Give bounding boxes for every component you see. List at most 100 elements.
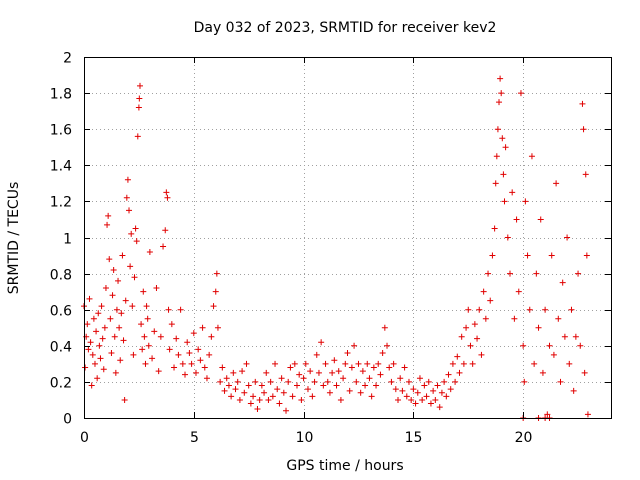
- data-point: [419, 396, 426, 403]
- data-point: [124, 176, 131, 183]
- ticks-layer: 0 5 10 15 20 0 0.2 0.4 0.6 0.8 1 1.2 1.4 1.6 1.8 2: [50, 51, 611, 446]
- data-point: [478, 351, 485, 358]
- data-point: [289, 393, 296, 400]
- data-point: [555, 315, 562, 322]
- data-point: [145, 342, 152, 349]
- data-point: [353, 378, 360, 385]
- data-point: [515, 288, 522, 295]
- data-point: [506, 270, 513, 277]
- data-point: [399, 387, 406, 394]
- data-point: [452, 378, 459, 385]
- data-point: [223, 375, 230, 382]
- data-point: [243, 360, 250, 367]
- data-point: [131, 274, 138, 281]
- data-point: [109, 292, 116, 299]
- data-point: [261, 389, 268, 396]
- data-point: [285, 378, 292, 385]
- data-point: [582, 171, 589, 178]
- x-tick-label: 5: [190, 430, 199, 446]
- data-point: [162, 227, 169, 234]
- data-point: [184, 339, 191, 346]
- data-point: [520, 342, 527, 349]
- data-point: [324, 378, 331, 385]
- data-point: [256, 396, 263, 403]
- data-point: [526, 306, 533, 313]
- data-point: [434, 382, 441, 389]
- data-point: [535, 324, 542, 331]
- data-point: [82, 364, 89, 371]
- data-point: [143, 303, 150, 310]
- data-point: [471, 321, 478, 328]
- data-point: [139, 346, 146, 353]
- data-point: [392, 386, 399, 393]
- data-point: [469, 360, 476, 367]
- data-point: [501, 198, 508, 205]
- data-point: [107, 315, 114, 322]
- data-point: [480, 288, 487, 295]
- data-point: [258, 382, 265, 389]
- data-point: [346, 387, 353, 394]
- data-point: [87, 339, 94, 346]
- data-point: [522, 198, 529, 205]
- data-point: [430, 387, 437, 394]
- data-point: [561, 333, 568, 340]
- data-point: [524, 252, 531, 259]
- data-point: [581, 369, 588, 376]
- data-point: [580, 126, 587, 133]
- data-point: [577, 342, 584, 349]
- data-point: [384, 342, 391, 349]
- data-point: [239, 368, 246, 375]
- data-point: [155, 368, 162, 375]
- data-point: [245, 382, 252, 389]
- data-point: [355, 360, 362, 367]
- data-point: [199, 324, 206, 331]
- x-axis-label: GPS time / hours: [286, 458, 403, 474]
- data-point: [499, 135, 506, 142]
- data-point: [115, 277, 122, 284]
- data-point: [112, 369, 119, 376]
- data-point: [474, 335, 481, 342]
- data-point: [144, 315, 151, 322]
- data-point: [357, 389, 364, 396]
- data-point: [504, 234, 511, 241]
- data-point: [493, 153, 500, 160]
- data-point: [331, 357, 338, 364]
- data-point: [511, 315, 518, 322]
- y-tick-label: 0.6: [50, 304, 72, 320]
- data-point: [138, 321, 145, 328]
- data-point: [123, 194, 130, 201]
- data-point: [318, 339, 325, 346]
- data-point: [100, 366, 107, 373]
- data-point: [108, 350, 115, 357]
- data-point: [135, 104, 142, 111]
- data-point: [163, 189, 170, 196]
- data-point: [381, 324, 388, 331]
- data-point: [377, 371, 384, 378]
- data-point: [212, 288, 219, 295]
- y-tick-label: 0.2: [50, 376, 72, 392]
- data-point: [546, 342, 553, 349]
- data-point: [436, 404, 443, 411]
- data-point: [368, 393, 375, 400]
- y-tick-label: 2: [63, 51, 72, 67]
- data-point: [373, 382, 380, 389]
- data-point: [454, 353, 461, 360]
- data-point: [557, 378, 564, 385]
- data-point: [213, 270, 220, 277]
- data-point: [153, 285, 160, 292]
- data-point: [228, 393, 235, 400]
- data-point: [408, 396, 415, 403]
- data-point: [449, 360, 456, 367]
- data-point: [489, 252, 496, 259]
- data-point: [230, 369, 237, 376]
- data-point: [217, 378, 224, 385]
- data-point: [333, 382, 340, 389]
- data-point: [539, 369, 546, 376]
- data-point: [502, 144, 509, 151]
- data-point: [132, 225, 139, 232]
- data-point: [118, 310, 125, 317]
- data-point: [432, 396, 439, 403]
- data-point: [456, 369, 463, 376]
- data-point: [492, 180, 499, 187]
- data-point: [126, 207, 133, 214]
